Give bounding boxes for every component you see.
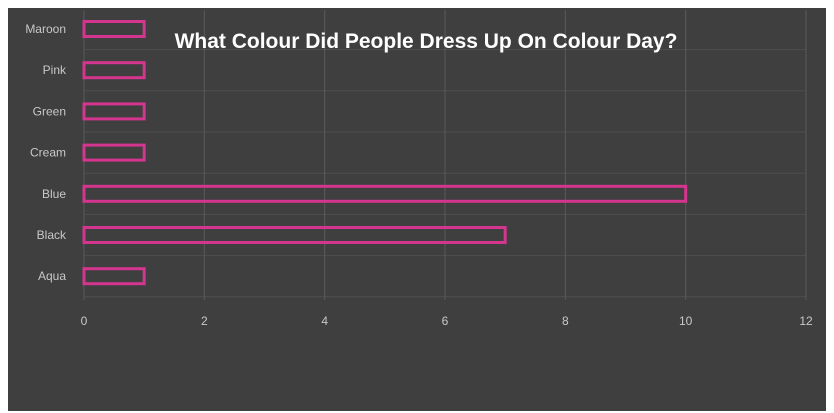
y-tick-label: Aqua [38,269,66,283]
y-tick-label: Black [37,228,67,242]
y-tick-label: Green [33,104,66,118]
x-tick-label: 10 [679,314,693,328]
bar-maroon [82,20,146,38]
y-tick-label: Blue [42,187,66,201]
y-tick-label: Maroon [25,22,66,36]
y-tick-label: Pink [43,63,67,77]
x-tick-label: 2 [201,314,208,328]
bar-pink [82,61,146,80]
gridlines [83,10,807,300]
x-tick-label: 8 [562,314,569,328]
x-tick-label: 12 [799,314,813,328]
bar-blue [82,184,688,203]
bar-green [82,102,146,121]
x-tick-label: 0 [81,314,88,328]
y-tick-labels: Maroon Pink Green Cream Blue Black Aqua [25,22,67,283]
bar-black [82,226,507,244]
x-tick-labels: 0 2 4 6 8 10 12 [81,314,813,328]
bars [82,20,688,286]
y-tick-label: Cream [30,146,66,160]
bar-cream [82,143,146,162]
x-tick-label: 4 [321,314,328,328]
chart-title: What Colour Did People Dress Up On Colou… [175,30,678,53]
bar-aqua [82,267,146,286]
x-tick-label: 6 [442,314,449,328]
